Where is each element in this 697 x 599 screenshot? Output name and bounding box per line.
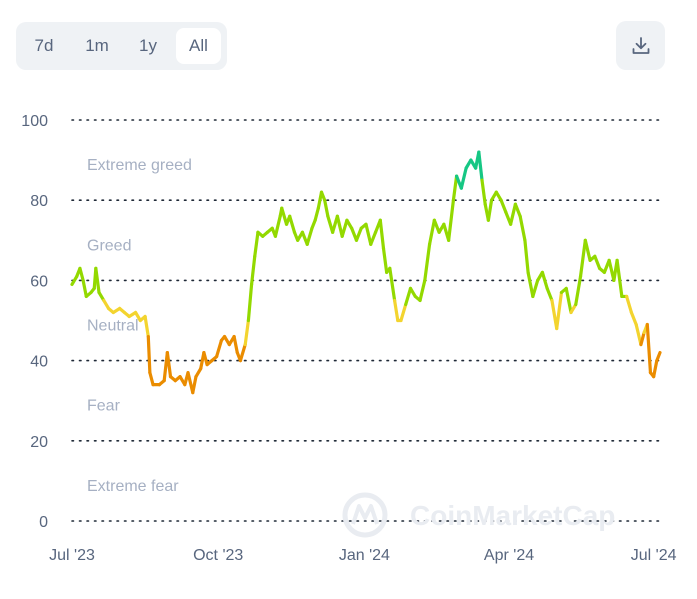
range-1y-button[interactable]: 1y	[128, 28, 168, 64]
zone-label: Neutral	[87, 318, 139, 335]
range-1m-button[interactable]: 1m	[77, 28, 117, 64]
y-tick-label: 100	[21, 113, 48, 130]
index-line-segment	[404, 286, 413, 307]
x-tick-label: Jul '24	[631, 547, 677, 564]
zone-label: Greed	[87, 237, 131, 254]
index-line-segment	[191, 375, 198, 395]
watermark-text: CoinMarketCap	[410, 500, 615, 531]
index-line-segment	[615, 258, 624, 299]
index-line-segment	[645, 322, 653, 375]
index-line-segment	[388, 266, 397, 303]
index-line-segment	[323, 198, 330, 218]
index-line-segment	[243, 318, 250, 347]
index-line-segment	[354, 226, 363, 242]
index-line-segment	[555, 290, 564, 331]
index-line-segment	[288, 214, 297, 234]
zone-label: Extreme fear	[87, 478, 179, 495]
index-line-segment	[639, 330, 646, 347]
y-tick-label: 60	[30, 273, 48, 290]
x-tick-label: Jul '23	[49, 547, 95, 564]
x-tick-label: Jan '24	[339, 547, 390, 564]
index-line-segment	[583, 238, 592, 262]
index-line-segment	[459, 166, 468, 190]
index-line-segment	[335, 214, 344, 238]
index-line-segment	[518, 214, 527, 242]
index-line-segment	[238, 342, 247, 363]
index-line-segment	[655, 350, 662, 363]
y-tick-label: 80	[30, 193, 48, 210]
index-line-segment	[273, 214, 282, 238]
y-tick-label: 20	[30, 434, 48, 451]
index-line-segment	[593, 254, 602, 270]
index-line-segment	[399, 302, 408, 323]
x-tick-label: Apr '24	[484, 547, 534, 564]
index-line-segment	[393, 298, 400, 323]
index-line-segment	[578, 238, 587, 278]
index-line-segment	[451, 174, 459, 202]
index-line-segment	[634, 322, 643, 347]
y-tick-label: 40	[30, 354, 48, 371]
index-line-segment	[526, 270, 535, 299]
index-line-segment	[246, 282, 254, 323]
index-line-segment	[523, 238, 530, 274]
index-line-segment	[531, 278, 540, 299]
index-line-segment	[369, 230, 378, 246]
index-line-segment	[313, 206, 320, 222]
index-line-segment	[143, 314, 150, 339]
index-line-segment	[381, 246, 389, 274]
index-line-segment	[364, 222, 373, 246]
download-button[interactable]	[616, 21, 665, 70]
index-line-segment	[432, 218, 441, 234]
y-axis-ticks: 0 20 40 60 80 100	[21, 113, 48, 531]
index-line-segment	[625, 294, 633, 315]
zone-labels: Extreme greed Greed Neutral Fear Extreme fea…	[87, 157, 192, 495]
index-line-segment	[202, 350, 209, 367]
zone-label: Fear	[87, 398, 121, 415]
y-tick-label: 0	[39, 514, 48, 531]
index-line-segment	[165, 350, 173, 379]
index-line-segment	[652, 359, 659, 379]
index-line-segment	[215, 338, 223, 359]
index-line-segment	[540, 270, 549, 291]
download-icon	[632, 36, 649, 54]
x-tick-label: Oct '23	[193, 547, 243, 564]
gridlines	[71, 119, 661, 522]
index-line-segment	[513, 202, 522, 218]
index-line-segment	[249, 254, 257, 287]
index-line-segment	[148, 371, 155, 387]
index-line-segment	[280, 206, 289, 226]
index-line-segment	[427, 218, 436, 246]
index-line-segment	[629, 310, 638, 327]
index-line-segment	[81, 278, 88, 299]
index-line-segment	[423, 242, 432, 282]
index-line-segment	[146, 334, 152, 375]
watermark: CoinMarketCap	[342, 492, 615, 538]
index-line-segment	[509, 202, 517, 226]
index-line-segment	[94, 266, 101, 295]
index-line-segment	[499, 198, 508, 214]
index-line-segment	[477, 150, 484, 182]
index-line-segment	[447, 198, 456, 242]
index-line-segment	[486, 198, 494, 222]
index-line-segment	[253, 230, 260, 258]
zone-label: Extreme greed	[87, 157, 192, 174]
index-line-segment	[78, 266, 85, 282]
index-line-segment	[305, 226, 314, 246]
index-line-segment	[232, 334, 239, 355]
index-line-segment	[574, 274, 583, 307]
index-line-segment	[545, 286, 554, 303]
range-7d-button[interactable]: 7d	[24, 28, 64, 64]
time-range-selector: 7d 1m 1y All	[16, 22, 227, 70]
index-line-segment	[378, 218, 386, 250]
range-all-button[interactable]: All	[176, 28, 221, 64]
index-line[interactable]	[70, 150, 662, 395]
index-line-segment	[480, 178, 487, 206]
index-line-segment	[340, 218, 349, 238]
index-line-segment	[418, 278, 427, 303]
x-axis-ticks: Jul '23 Oct '23 Jan '24 Apr '24 Jul '24	[49, 547, 676, 564]
index-line-segment	[564, 286, 573, 315]
